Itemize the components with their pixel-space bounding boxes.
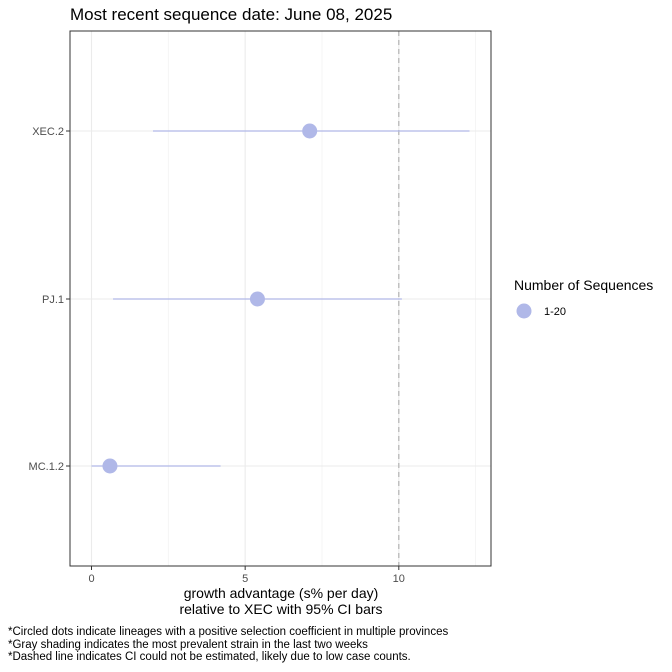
x-axis: 0 5 10 bbox=[88, 566, 405, 585]
data-point bbox=[102, 458, 118, 474]
y-tick-label: XEC.2 bbox=[32, 126, 64, 138]
y-tick-label: PJ.1 bbox=[42, 294, 64, 306]
x-tick-label: 10 bbox=[393, 573, 405, 585]
footnotes: *Circled dots indicate lineages with a p… bbox=[8, 626, 448, 664]
legend-title: Number of Sequences bbox=[514, 277, 653, 293]
y-axis: XEC.2 PJ.1 MC.1.2 bbox=[29, 126, 70, 473]
x-axis-title-line1: growth advantage (s% per day) bbox=[184, 585, 379, 601]
legend: 1-20 bbox=[516, 303, 566, 319]
data-point bbox=[302, 123, 318, 139]
legend-label: 1-20 bbox=[544, 306, 566, 318]
footnote-2: *Gray shading indicates the most prevale… bbox=[8, 638, 368, 651]
legend-key bbox=[516, 303, 532, 319]
x-tick-label: 0 bbox=[88, 573, 94, 585]
data-point bbox=[249, 291, 265, 307]
x-tick-label: 5 bbox=[242, 573, 248, 585]
chart-title: Most recent sequence date: June 08, 2025 bbox=[70, 5, 393, 24]
points bbox=[102, 123, 318, 474]
footnote-3: *Dashed line indicates CI could not be e… bbox=[8, 651, 411, 663]
x-axis-title-line2: relative to XEC with 95% CI bars bbox=[179, 601, 382, 617]
y-tick-label: MC.1.2 bbox=[29, 461, 64, 473]
footnote-1: *Circled dots indicate lineages with a p… bbox=[8, 626, 449, 638]
